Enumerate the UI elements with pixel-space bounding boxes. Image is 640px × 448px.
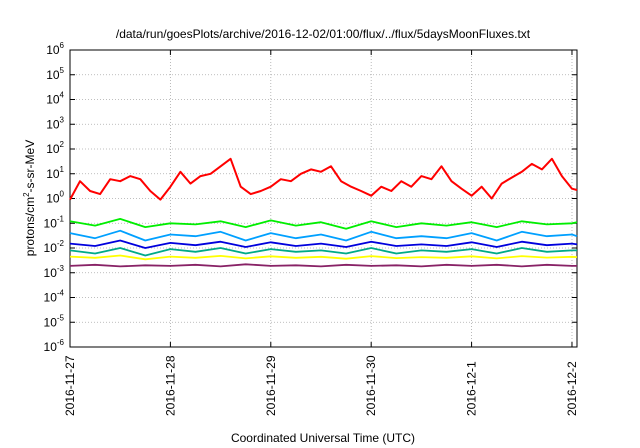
series-line <box>69 254 578 261</box>
y-tick-exponent: 2 <box>60 140 65 149</box>
y-tick-base: 10 <box>44 241 58 255</box>
series-line <box>69 157 578 201</box>
y-tick-exponent: 6 <box>60 41 65 50</box>
y-tick-label: 10-5 <box>44 313 65 329</box>
y-tick-exponent: 5 <box>60 66 65 75</box>
y-tick-exponent: 4 <box>60 91 65 100</box>
y-axis-label-sup: 2 <box>22 192 31 197</box>
x-tick-label: 2016-11-28 <box>163 355 177 416</box>
series-line <box>69 229 578 242</box>
y-tick-label: 101 <box>46 165 64 181</box>
y-axis-label-base: protons/cm <box>23 197 37 256</box>
y-tick-base: 10 <box>46 192 60 206</box>
y-tick-base: 10 <box>44 266 58 280</box>
x-tick-label: 2016-11-30 <box>364 355 378 416</box>
y-tick-label: 100 <box>46 190 64 206</box>
y-tick-label: 10-1 <box>44 214 65 230</box>
y-tick-label: 102 <box>46 140 64 156</box>
y-tick-exponent: -2 <box>57 239 65 248</box>
y-tick-label: 106 <box>46 41 64 57</box>
y-tick-base: 10 <box>44 216 58 230</box>
x-tick-label: 2016-12-2 <box>565 361 579 416</box>
y-tick-exponent: -5 <box>57 313 65 322</box>
y-tick-exponent: -1 <box>57 214 65 223</box>
y-tick-base: 10 <box>46 117 60 131</box>
y-tick-exponent: 1 <box>60 165 65 174</box>
x-axis: 2016-11-27 2016-11-28 2016-11-29 2016-11-30… <box>63 50 579 416</box>
y-tick-label: 10-2 <box>44 239 65 255</box>
y-tick-label: 10-6 <box>44 338 65 354</box>
y-tick-label: 105 <box>46 66 64 82</box>
y-tick-exponent: -4 <box>57 289 65 298</box>
y-tick-label: 104 <box>46 91 64 107</box>
series-line <box>69 263 577 268</box>
y-tick-exponent: 3 <box>60 115 65 124</box>
x-tick-label: 2016-11-27 <box>63 355 77 416</box>
y-tick-exponent: -6 <box>57 338 65 347</box>
y-axis: 10-610-510-410-310-210-11001011021031041… <box>44 41 577 354</box>
y-tick-base: 10 <box>44 291 58 305</box>
series-group <box>69 157 578 268</box>
x-axis-label: Coordinated Universal Time (UTC) <box>231 431 415 445</box>
y-tick-exponent: 0 <box>60 190 65 199</box>
y-tick-base: 10 <box>46 43 60 57</box>
series-line <box>69 218 578 230</box>
y-tick-base: 10 <box>46 142 60 156</box>
y-tick-base: 10 <box>44 340 58 354</box>
y-tick-label: 10-3 <box>44 264 65 280</box>
grid-lines <box>70 50 577 347</box>
x-tick-label: 2016-11-29 <box>264 355 278 416</box>
series-line <box>69 239 578 249</box>
y-tick-base: 10 <box>44 315 58 329</box>
x-tick-label: 2016-12-1 <box>465 361 479 416</box>
y-axis-label-rest: -s-sr-MeV <box>23 140 37 193</box>
series-line <box>69 247 577 257</box>
y-tick-exponent: -3 <box>57 264 65 273</box>
y-tick-base: 10 <box>46 93 60 107</box>
y-tick-base: 10 <box>46 68 60 82</box>
y-tick-label: 10-4 <box>44 289 65 305</box>
y-tick-label: 103 <box>46 115 64 131</box>
y-tick-base: 10 <box>46 167 60 181</box>
y-axis-label: protons/cm2-s-sr-MeV <box>22 140 37 256</box>
chart-title: /data/run/goesPlots/archive/2016-12-02/0… <box>116 27 531 41</box>
